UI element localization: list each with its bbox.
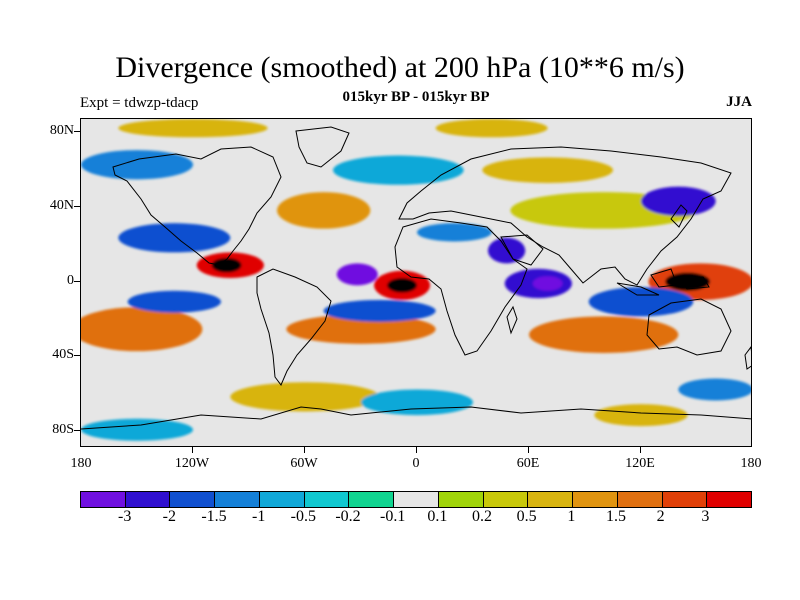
coastline-north-america xyxy=(112,146,282,266)
lat-tick xyxy=(74,355,80,356)
lon-label-60e: 60E xyxy=(516,456,540,471)
divergence-anomaly xyxy=(361,389,473,416)
colorbar-label: 3 xyxy=(701,508,710,525)
colorbar-swatch xyxy=(215,492,260,507)
colorbar-swatch xyxy=(573,492,618,507)
colorbar xyxy=(80,491,752,508)
colorbar-swatch xyxy=(662,492,708,507)
colorbar-swatch xyxy=(617,492,663,507)
plot-title: Divergence (smoothed) at 200 hPa (10**6 … xyxy=(115,51,685,84)
divergence-anomaly xyxy=(127,290,221,313)
coastline-greenland xyxy=(295,126,350,168)
divergence-anomaly xyxy=(529,316,679,353)
colorbar-swatch xyxy=(438,492,484,507)
coastline-madagascar xyxy=(506,305,518,335)
divergence-anomaly xyxy=(81,307,203,352)
coastline-antarctica xyxy=(81,406,751,430)
colorbar-swatch xyxy=(528,492,574,507)
divergence-anomaly xyxy=(594,404,688,427)
lon-tick xyxy=(640,447,641,453)
lon-tick xyxy=(304,447,305,453)
lon-tick xyxy=(192,447,193,453)
coastline-australia xyxy=(646,298,732,356)
lat-tick xyxy=(74,281,80,282)
lat-label-40s: 40S xyxy=(52,347,74,362)
coastline-new-zealand xyxy=(744,346,751,370)
plot-subtitle: 015kyr BP - 015kyr BP xyxy=(342,89,490,105)
divergence-anomaly xyxy=(532,276,563,291)
divergence-anomaly xyxy=(641,186,716,216)
divergence-anomaly xyxy=(211,257,242,273)
colorbar-label: -0.1 xyxy=(379,508,406,525)
lon-label-0: 0 xyxy=(412,456,420,471)
lat-tick xyxy=(74,131,80,132)
colorbar-label: -0.2 xyxy=(335,508,361,525)
colorbar-swatch xyxy=(125,492,171,507)
divergence-anomaly xyxy=(678,378,751,401)
colorbar-swatch xyxy=(707,492,752,507)
season-label: JJA xyxy=(726,94,752,110)
colorbar-swatch xyxy=(259,492,305,507)
lon-tick xyxy=(416,447,417,453)
colorbar-label: 2 xyxy=(656,508,665,525)
colorbar-swatch xyxy=(81,492,126,507)
divergence-anomaly xyxy=(118,119,268,138)
coastline-arabia xyxy=(500,234,544,266)
divergence-anomaly xyxy=(286,314,436,344)
divergence-anomaly xyxy=(482,157,613,183)
coastline-japan xyxy=(670,204,688,228)
colorbar-swatch xyxy=(170,492,216,507)
lon-label-120e: 120E xyxy=(625,456,655,471)
lat-label-40n: 40N xyxy=(49,198,74,213)
divergence-anomaly xyxy=(333,155,464,185)
coastline-indonesia xyxy=(616,268,710,296)
coastline-africa xyxy=(394,218,528,356)
divergence-anomaly xyxy=(665,272,711,291)
divergence-anomaly xyxy=(81,150,193,180)
colorbar-label: -1 xyxy=(251,508,266,525)
lon-label-120w: 120W xyxy=(174,456,210,471)
colorbar-label: 0.5 xyxy=(516,508,537,525)
colorbar-label: 1 xyxy=(567,508,576,525)
divergence-anomaly xyxy=(323,299,436,322)
lon-label-180e: 180 xyxy=(740,456,762,471)
map-panel xyxy=(80,118,752,447)
colorbar-label: 0.2 xyxy=(472,508,492,525)
lon-tick xyxy=(528,447,529,453)
experiment-label: Expt = tdwzp-tdacp xyxy=(80,95,199,111)
divergence-anomaly xyxy=(387,278,418,293)
colorbar-label: -0.5 xyxy=(290,508,316,525)
lat-label-80n: 80N xyxy=(49,123,74,138)
colorbar-swatch xyxy=(349,492,395,507)
divergence-anomaly xyxy=(230,382,380,412)
divergence-anomaly xyxy=(417,223,492,242)
divergence-field xyxy=(81,119,751,441)
colorbar-label: 0.1 xyxy=(427,508,448,525)
colorbar-label: 1.5 xyxy=(606,508,626,525)
divergence-anomaly xyxy=(487,237,526,264)
divergence-anomaly xyxy=(81,418,193,441)
colorbar-label: -2 xyxy=(162,508,176,525)
coastlines xyxy=(81,126,751,430)
lat-tick xyxy=(74,206,80,207)
lon-label-60w: 60W xyxy=(290,456,318,471)
colorbar-swatch xyxy=(394,492,439,507)
colorbar-swatch xyxy=(483,492,529,507)
lat-label-80s: 80S xyxy=(52,422,74,437)
divergence-anomaly xyxy=(118,223,231,253)
divergence-anomaly xyxy=(435,119,548,138)
divergence-anomaly xyxy=(336,263,378,286)
coastline-south-america xyxy=(256,268,332,386)
lon-label-180w: 180 xyxy=(70,456,92,471)
colorbar-label: -1.5 xyxy=(201,508,227,525)
colorbar-swatch xyxy=(304,492,350,507)
coastline-eurasia xyxy=(398,146,732,286)
lat-tick xyxy=(74,430,80,431)
divergence-anomaly xyxy=(588,287,694,317)
lat-label-eq: 0 xyxy=(67,273,74,288)
colorbar-label: -3 xyxy=(117,508,132,525)
divergence-anomaly xyxy=(277,192,371,229)
